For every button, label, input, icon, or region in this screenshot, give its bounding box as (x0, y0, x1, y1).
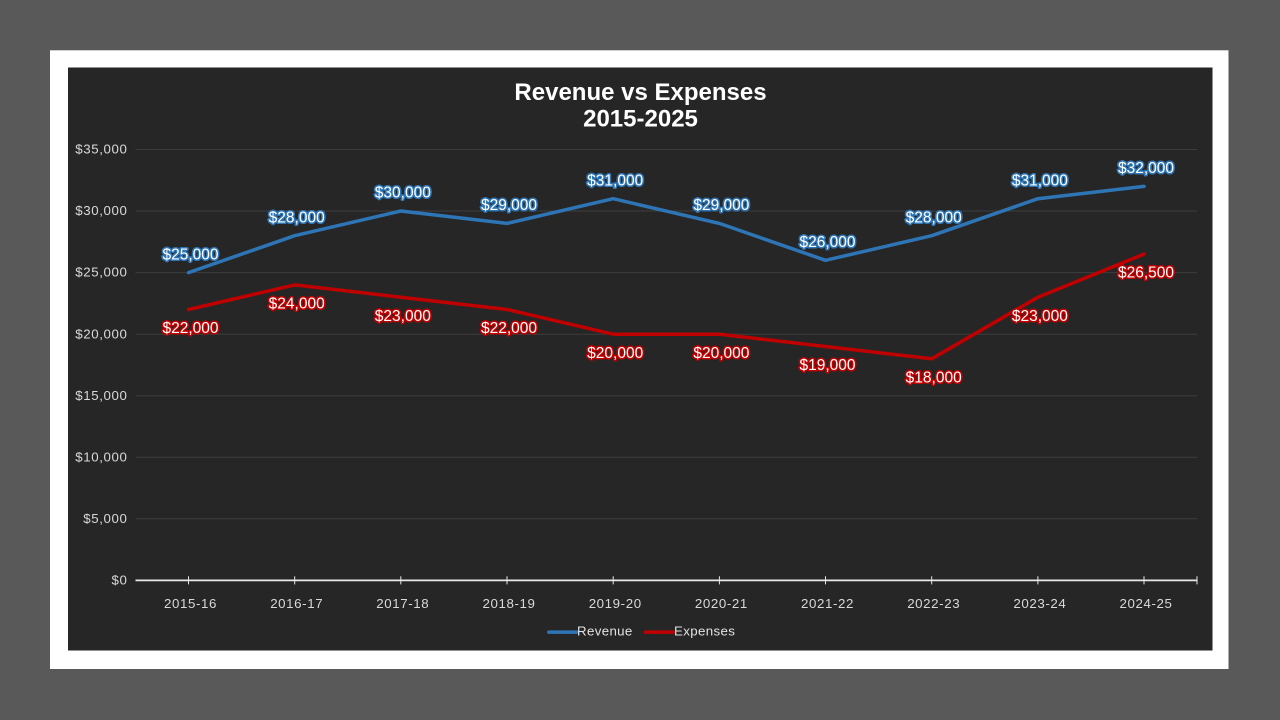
svg-text:$0: $0 (112, 573, 128, 588)
svg-text:$5,000: $5,000 (83, 511, 127, 526)
svg-text:$29,000: $29,000 (693, 197, 749, 214)
svg-text:2016-17: 2016-17 (270, 596, 323, 611)
svg-text:2018-19: 2018-19 (483, 596, 536, 611)
svg-text:$18,000: $18,000 (906, 369, 962, 386)
svg-text:2019-20: 2019-20 (589, 596, 642, 611)
svg-text:$32,000: $32,000 (1118, 160, 1174, 177)
svg-text:2020-21: 2020-21 (695, 596, 748, 611)
svg-text:$20,000: $20,000 (75, 326, 127, 341)
svg-text:Revenue: Revenue (577, 624, 633, 639)
svg-text:$29,000: $29,000 (481, 197, 537, 214)
svg-text:$23,000: $23,000 (1012, 308, 1068, 325)
svg-text:$22,000: $22,000 (481, 320, 537, 337)
svg-text:$26,000: $26,000 (799, 234, 855, 251)
svg-text:$23,000: $23,000 (375, 308, 431, 325)
svg-text:$20,000: $20,000 (693, 345, 749, 362)
svg-text:$30,000: $30,000 (375, 185, 431, 202)
svg-text:$24,000: $24,000 (269, 296, 325, 313)
svg-text:2024-25: 2024-25 (1120, 596, 1173, 611)
svg-text:Revenue vs Expenses: Revenue vs Expenses (514, 79, 766, 106)
svg-text:$26,500: $26,500 (1118, 265, 1174, 282)
svg-text:$31,000: $31,000 (1012, 172, 1068, 189)
svg-text:$35,000: $35,000 (75, 142, 127, 157)
svg-text:2017-18: 2017-18 (376, 596, 429, 611)
svg-text:2015-2025: 2015-2025 (583, 105, 698, 132)
svg-text:2022-23: 2022-23 (907, 596, 960, 611)
svg-text:2015-16: 2015-16 (164, 596, 217, 611)
svg-text:$30,000: $30,000 (75, 203, 127, 218)
svg-text:$22,000: $22,000 (162, 320, 218, 337)
svg-text:Expenses: Expenses (674, 624, 735, 639)
svg-text:2023-24: 2023-24 (1013, 596, 1066, 611)
svg-text:$25,000: $25,000 (162, 246, 218, 263)
svg-text:$10,000: $10,000 (75, 449, 127, 464)
svg-text:$20,000: $20,000 (587, 345, 643, 362)
svg-text:$28,000: $28,000 (906, 209, 962, 226)
svg-text:$19,000: $19,000 (799, 357, 855, 374)
svg-text:2021-22: 2021-22 (801, 596, 854, 611)
svg-text:$31,000: $31,000 (587, 172, 643, 189)
svg-text:$25,000: $25,000 (75, 265, 127, 280)
svg-text:$28,000: $28,000 (269, 209, 325, 226)
svg-text:$15,000: $15,000 (75, 388, 127, 403)
